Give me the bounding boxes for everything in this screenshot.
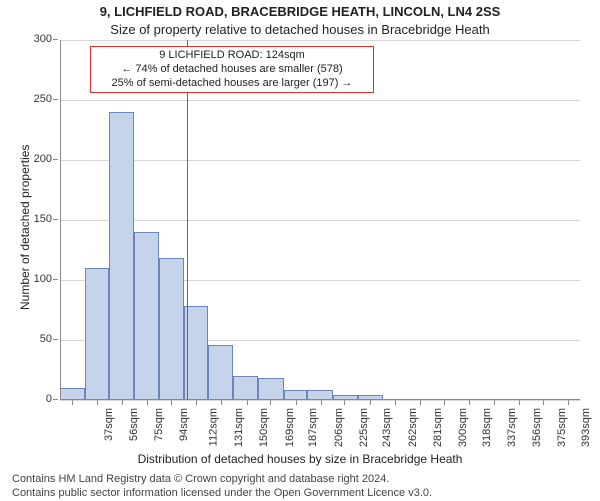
x-tick-label: 75sqm bbox=[153, 408, 165, 441]
x-tick-mark bbox=[519, 400, 520, 405]
x-tick-label: 318sqm bbox=[481, 408, 493, 447]
x-tick-label: 375sqm bbox=[556, 408, 568, 447]
x-tick-label: 337sqm bbox=[506, 408, 518, 447]
chart-container: 9, LICHFIELD ROAD, BRACEBRIDGE HEATH, LI… bbox=[0, 0, 600, 500]
x-tick-mark bbox=[321, 400, 322, 405]
x-tick-mark bbox=[469, 400, 470, 405]
annotation-line2: ← 74% of detached houses are smaller (57… bbox=[97, 63, 367, 77]
annotation-line3: 25% of semi-detached houses are larger (… bbox=[97, 77, 367, 91]
x-tick-mark bbox=[247, 400, 248, 405]
grid-line bbox=[60, 220, 580, 221]
x-tick-mark bbox=[296, 400, 297, 405]
histogram-bar bbox=[109, 112, 134, 400]
x-tick-mark bbox=[221, 400, 222, 405]
x-tick-mark bbox=[196, 400, 197, 405]
y-tick-label: 250 bbox=[22, 93, 52, 105]
x-tick-label: 262sqm bbox=[407, 408, 419, 447]
marker-line bbox=[187, 40, 188, 400]
y-tick-label: 300 bbox=[22, 33, 52, 45]
histogram-bar bbox=[258, 378, 283, 400]
axis-border bbox=[60, 40, 61, 400]
x-tick-label: 393sqm bbox=[580, 408, 592, 447]
x-tick-label: 150sqm bbox=[259, 408, 271, 447]
annotation-box: 9 LICHFIELD ROAD: 124sqm ← 74% of detach… bbox=[90, 46, 374, 93]
x-tick-mark bbox=[395, 400, 396, 405]
x-tick-mark bbox=[568, 400, 569, 405]
footer-text: Contains HM Land Registry data © Crown c… bbox=[12, 472, 432, 501]
x-tick-mark bbox=[171, 400, 172, 405]
footer-line1: Contains HM Land Registry data © Crown c… bbox=[12, 472, 432, 486]
x-tick-mark bbox=[543, 400, 544, 405]
footer-line2: Contains public sector information licen… bbox=[12, 486, 432, 500]
histogram-bar bbox=[85, 268, 109, 400]
y-axis-label: Number of detached properties bbox=[18, 145, 32, 310]
x-tick-mark bbox=[494, 400, 495, 405]
annotation-line1: 9 LICHFIELD ROAD: 124sqm bbox=[97, 49, 367, 63]
x-tick-mark bbox=[370, 400, 371, 405]
y-tick-label: 100 bbox=[22, 273, 52, 285]
x-tick-mark bbox=[344, 400, 345, 405]
x-tick-label: 243sqm bbox=[382, 408, 394, 447]
x-tick-mark bbox=[420, 400, 421, 405]
x-tick-mark bbox=[72, 400, 73, 405]
x-tick-label: 356sqm bbox=[531, 408, 543, 447]
grid-line bbox=[60, 100, 580, 101]
x-tick-mark bbox=[147, 400, 148, 405]
y-tick-label: 0 bbox=[22, 393, 52, 405]
x-tick-label: 94sqm bbox=[178, 408, 190, 441]
title-main: 9, LICHFIELD ROAD, BRACEBRIDGE HEATH, LI… bbox=[0, 4, 600, 19]
x-axis-label: Distribution of detached houses by size … bbox=[0, 452, 600, 466]
y-tick-label: 200 bbox=[22, 153, 52, 165]
histogram-bar bbox=[233, 376, 258, 400]
x-tick-mark bbox=[270, 400, 271, 405]
histogram-bar bbox=[159, 258, 184, 400]
x-tick-label: 112sqm bbox=[207, 408, 219, 446]
x-tick-label: 131sqm bbox=[233, 408, 245, 447]
plot-area bbox=[60, 40, 580, 400]
grid-line bbox=[60, 40, 580, 41]
x-tick-label: 169sqm bbox=[284, 408, 296, 447]
y-tick-label: 150 bbox=[22, 213, 52, 225]
x-tick-label: 300sqm bbox=[457, 408, 469, 447]
x-tick-mark bbox=[444, 400, 445, 405]
x-tick-label: 37sqm bbox=[103, 408, 115, 441]
x-tick-mark bbox=[122, 400, 123, 405]
x-tick-label: 206sqm bbox=[333, 408, 345, 447]
histogram-bar bbox=[134, 232, 159, 400]
x-tick-label: 187sqm bbox=[308, 408, 320, 447]
y-tick-label: 50 bbox=[22, 333, 52, 345]
title-sub: Size of property relative to detached ho… bbox=[0, 22, 600, 37]
x-tick-mark bbox=[97, 400, 98, 405]
x-tick-label: 225sqm bbox=[358, 408, 370, 447]
histogram-bar bbox=[208, 345, 233, 400]
x-tick-label: 281sqm bbox=[432, 408, 444, 447]
x-tick-label: 56sqm bbox=[128, 408, 140, 441]
grid-line bbox=[60, 160, 580, 161]
